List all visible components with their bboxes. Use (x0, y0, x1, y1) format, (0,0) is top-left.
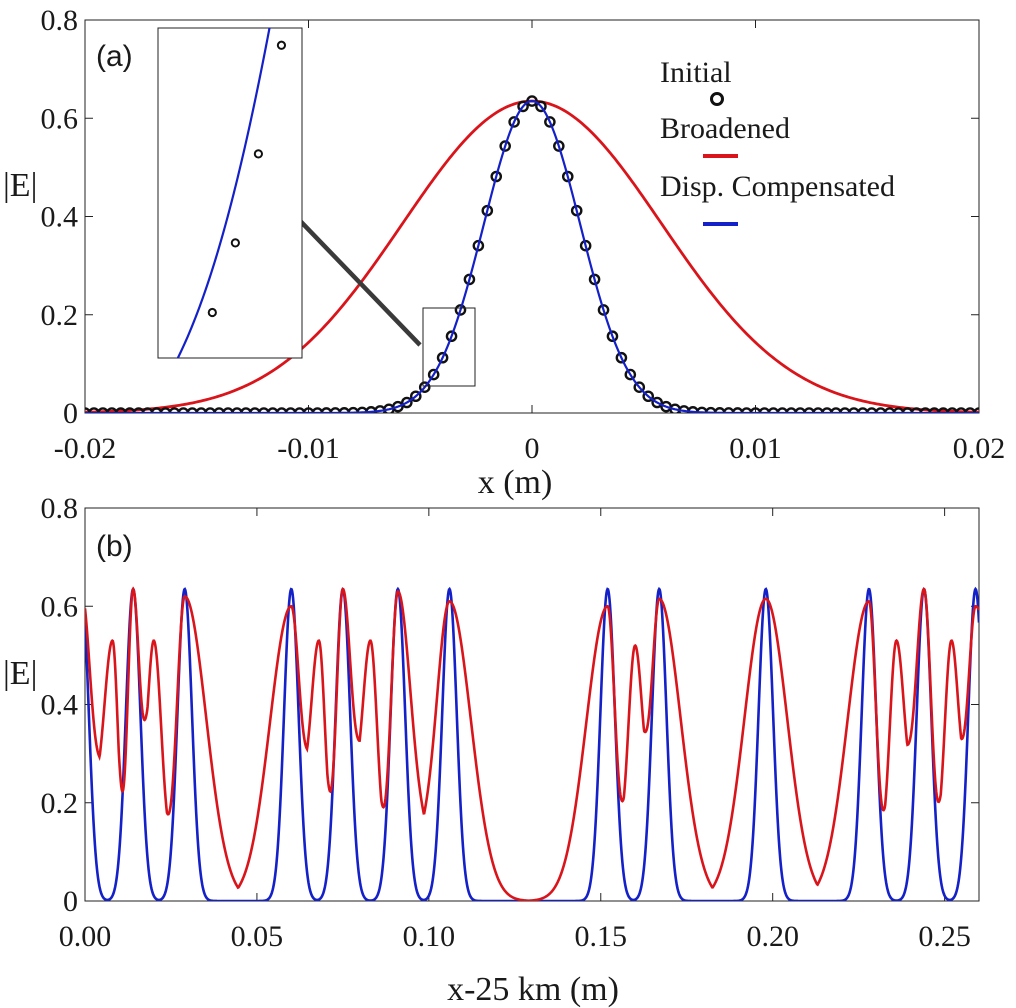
zoom-region-box (422, 307, 476, 387)
panel-b-xtick-label: 0.25 (918, 920, 971, 953)
initial-point (526, 95, 538, 107)
b-broadened-curve (85, 586, 979, 901)
initial-point (418, 381, 431, 393)
panel-a-ytick-label: 0.2 (41, 299, 79, 332)
inset-initial-point (186, 361, 193, 368)
initial-point (642, 390, 655, 403)
panel-a-tick-labels: -0.02 -0.01 0 0.01 0.02 0 0.2 0.4 0.6 0.8 (41, 4, 1006, 465)
panel-a-xtick-label: -0.02 (54, 432, 117, 465)
panel-a: -0.02 -0.01 0 0.01 0.02 0 0.2 0.4 0.6 0.8 (a) |E|… (3, 4, 1006, 501)
panel-b-ytick-label: 0.4 (41, 689, 79, 722)
legend-swatch-initial (710, 92, 724, 106)
panel-b: 0.00 0.05 0.10 0.15 0.20 0.25 0 0.2 0.4 0.6 0.8 (b… (3, 492, 980, 1008)
inset-frame (157, 27, 303, 359)
initial-point (579, 239, 592, 252)
initial-point (499, 140, 511, 152)
disp-compensated-curve (85, 99, 979, 413)
panel-b-xtick-label: 0.05 (231, 920, 284, 953)
initial-point (535, 100, 547, 113)
initial-point (472, 239, 485, 252)
inset-disp-compensated-line (176, 28, 271, 358)
initial-point (409, 390, 422, 403)
panel-a-ylabel: |E| (3, 167, 37, 204)
panel-b-ylabel: |E| (3, 655, 37, 692)
initial-point (615, 351, 628, 364)
panel-b-xtick-label: 0.15 (575, 920, 628, 953)
initial-point (481, 204, 494, 217)
panel-a-xtick-label: 0 (525, 432, 540, 465)
initial-point (490, 170, 503, 183)
panel-a-xtick-label: 0.02 (953, 432, 1006, 465)
inset-zoom (157, 27, 303, 368)
initial-point (427, 368, 440, 381)
panel-b-tick-labels: 0.00 0.05 0.10 0.15 0.20 0.25 0 0.2 0.4 0.6 0.8 (41, 492, 971, 953)
initial-point (508, 116, 520, 128)
initial-point (445, 330, 458, 343)
inset-initial-point (207, 307, 217, 318)
inset-curve (176, 28, 271, 358)
panel-a-xtick-label: 0.01 (729, 432, 782, 465)
panel-b-xlabel: x-25 km (m) (447, 971, 619, 1008)
initial-point (436, 351, 449, 364)
initial-point (454, 304, 467, 316)
initial-point (588, 273, 601, 286)
panel-b-ytick-label: 0 (63, 885, 78, 918)
panel-b-label: (b) (96, 530, 133, 563)
panel-b-plot-area (85, 586, 979, 901)
initial-point (401, 396, 413, 409)
initial-point (651, 396, 663, 409)
panel-a-ytick-label: 0.6 (41, 102, 79, 135)
legend-label-broadened: Broadened (660, 112, 790, 145)
panel-b-xtick-label: 0.00 (59, 920, 112, 953)
panel-a-ytick-label: 0.4 (41, 201, 79, 234)
initial-point (597, 304, 610, 316)
panel-a-label: (a) (96, 40, 133, 73)
panel-b-xtick-label: 0.20 (746, 920, 799, 953)
inset-initial-markers (186, 40, 287, 368)
initial-point (517, 100, 529, 113)
panel-a-xtick-label: -0.01 (277, 432, 340, 465)
initial-point (561, 170, 574, 183)
panel-b-ticks (84, 507, 979, 902)
panel-b-ytick-label: 0.8 (41, 492, 79, 525)
panel-a-xlabel: x (m) (478, 464, 553, 501)
panel-b-xtick-label: 0.10 (403, 920, 456, 953)
series-b-broadened-line (85, 586, 979, 901)
inset-initial-point (230, 238, 240, 248)
initial-point (606, 330, 619, 343)
series-disp-compensated-line (85, 99, 979, 413)
panel-a-ytick-label: 0 (63, 397, 78, 430)
panel-b-frame (84, 507, 980, 902)
legend-label-initial: Initial (660, 56, 732, 89)
inset-initial-point (276, 40, 287, 50)
initial-point (463, 273, 476, 286)
panel-b-ytick-label: 0.6 (41, 590, 79, 623)
panel-a-ytick-label: 0.8 (41, 4, 79, 37)
legend-label-disp-compensated: Disp. Compensated (660, 170, 895, 203)
initial-point (553, 140, 565, 152)
initial-point (570, 204, 583, 217)
panel-a-plot-area (85, 95, 979, 413)
initial-point (624, 368, 637, 381)
initial-point (392, 400, 404, 413)
inset-initial-point (253, 149, 263, 159)
initial-point (544, 116, 556, 128)
panel-b-ytick-label: 0.2 (41, 787, 79, 820)
initial-point (633, 381, 646, 393)
legend: Initial Broadened Disp. Compensated (660, 56, 895, 226)
